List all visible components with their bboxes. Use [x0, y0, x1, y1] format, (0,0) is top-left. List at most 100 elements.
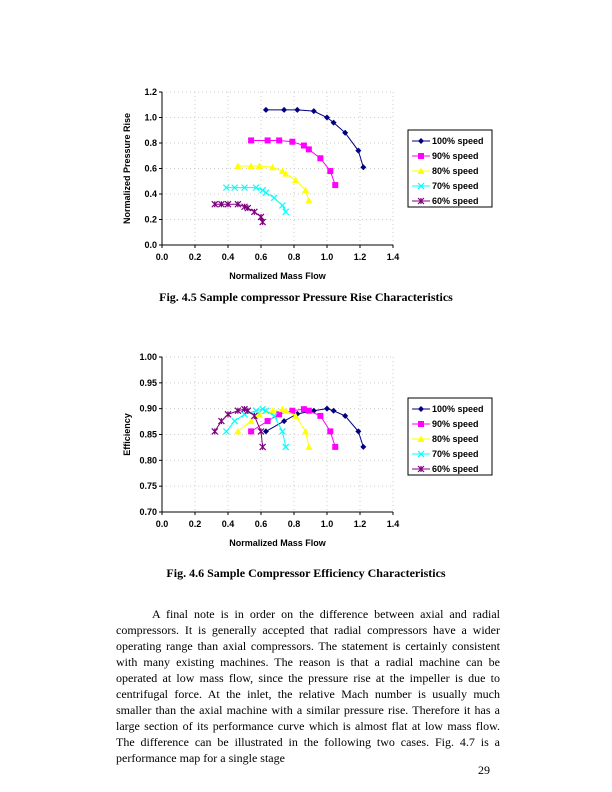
star-marker — [257, 427, 265, 435]
y-tick-label: 0.95 — [139, 378, 157, 388]
y-tick-label: 1.00 — [139, 352, 157, 362]
legend-entry: 60% speed — [432, 196, 479, 206]
square-marker — [248, 428, 255, 435]
x-marker — [270, 412, 278, 420]
star-marker — [241, 405, 248, 413]
diamond-marker — [310, 108, 317, 115]
x-marker — [417, 182, 425, 190]
y-tick-label: 0.4 — [144, 189, 157, 199]
x-marker — [270, 194, 278, 202]
y-tick-label: 0.85 — [139, 430, 157, 440]
diamond-marker — [360, 164, 367, 171]
x-tick-label: 0.8 — [288, 252, 301, 262]
star-marker — [211, 200, 219, 208]
diamond-marker — [418, 138, 424, 144]
diamond-marker — [262, 106, 269, 113]
y-tick-label: 1.0 — [144, 113, 157, 123]
triangle-marker — [417, 435, 425, 442]
star-marker — [224, 200, 232, 208]
y-tick-label: 0.6 — [144, 164, 157, 174]
square-marker — [327, 428, 334, 435]
x-tick-label: 1.0 — [321, 519, 334, 529]
legend-entry: 60% speed — [432, 464, 479, 474]
x-marker — [417, 450, 425, 458]
triangle-marker — [269, 163, 277, 171]
y-tick-label: 0.2 — [144, 215, 157, 225]
star-marker — [217, 200, 225, 208]
square-marker — [332, 443, 339, 450]
diamond-marker — [262, 428, 269, 435]
square-marker — [289, 138, 296, 145]
star-marker — [211, 427, 219, 435]
triangle-marker — [305, 443, 313, 450]
x-tick-label: 0.2 — [189, 519, 202, 529]
triangle-marker — [255, 162, 263, 169]
triangle-marker — [305, 196, 313, 204]
diamond-marker — [330, 119, 337, 126]
x-axis-label: Normalized Mass Flow — [229, 538, 327, 548]
star-marker — [250, 208, 258, 216]
star-marker — [259, 218, 267, 226]
diamond-marker — [418, 406, 424, 412]
square-marker — [418, 153, 424, 159]
star-marker — [217, 417, 225, 425]
triangle-marker — [269, 407, 277, 414]
square-marker — [305, 407, 312, 414]
x-marker — [252, 407, 260, 415]
x-tick-label: 1.2 — [354, 252, 367, 262]
diamond-marker — [330, 407, 337, 414]
x-tick-label: 0.6 — [255, 519, 268, 529]
diamond-marker — [355, 428, 362, 435]
y-tick-label: 0.90 — [139, 404, 157, 414]
triangle-marker — [302, 427, 310, 435]
triangle-marker — [292, 176, 300, 183]
triangle-marker — [247, 417, 255, 425]
star-marker — [224, 410, 232, 418]
page-number: 29 — [478, 763, 490, 777]
x-axis-label: Normalized Mass Flow — [229, 271, 327, 281]
x-tick-label: 0.2 — [189, 252, 202, 262]
diamond-marker — [324, 405, 330, 412]
square-marker — [317, 155, 324, 162]
y-tick-label: 0.80 — [139, 455, 157, 465]
x-tick-label: 1.4 — [387, 519, 400, 529]
square-marker — [327, 168, 334, 175]
y-tick-label: 0.70 — [139, 507, 157, 517]
square-marker — [276, 137, 283, 144]
triangle-marker — [247, 162, 255, 169]
triangle-marker — [234, 162, 242, 169]
star-marker — [417, 465, 425, 473]
diamond-marker — [342, 129, 349, 136]
legend-entry: 80% speed — [432, 166, 479, 176]
x-tick-label: 1.4 — [387, 252, 400, 262]
square-marker — [317, 412, 324, 419]
triangle-marker — [417, 167, 425, 174]
diamond-marker — [281, 418, 288, 425]
star-marker — [244, 407, 252, 415]
diamond-marker — [294, 106, 301, 113]
legend-entry: 100% speed — [432, 404, 484, 414]
x-marker — [241, 184, 248, 192]
body-text: A final note is in order on the differen… — [116, 606, 500, 766]
diamond-marker — [324, 114, 330, 121]
triangle-marker — [255, 410, 263, 418]
legend-entry: 90% speed — [432, 151, 479, 161]
triangle-marker — [282, 407, 290, 414]
x-marker — [222, 427, 230, 435]
x-tick-label: 0.4 — [222, 252, 235, 262]
x-marker — [262, 189, 270, 197]
triangle-marker — [278, 167, 286, 175]
square-marker — [332, 182, 339, 189]
x-marker — [231, 417, 239, 425]
x-tick-label: 0.0 — [156, 519, 169, 529]
triangle-marker — [292, 412, 300, 419]
legend-entry: 70% speed — [432, 181, 479, 191]
star-marker — [244, 204, 252, 212]
x-tick-label: 0.0 — [156, 252, 169, 262]
diamond-marker — [281, 106, 288, 113]
square-marker — [300, 142, 307, 149]
y-tick-label: 0.0 — [144, 240, 157, 250]
square-marker — [418, 421, 424, 427]
square-marker — [289, 407, 296, 414]
